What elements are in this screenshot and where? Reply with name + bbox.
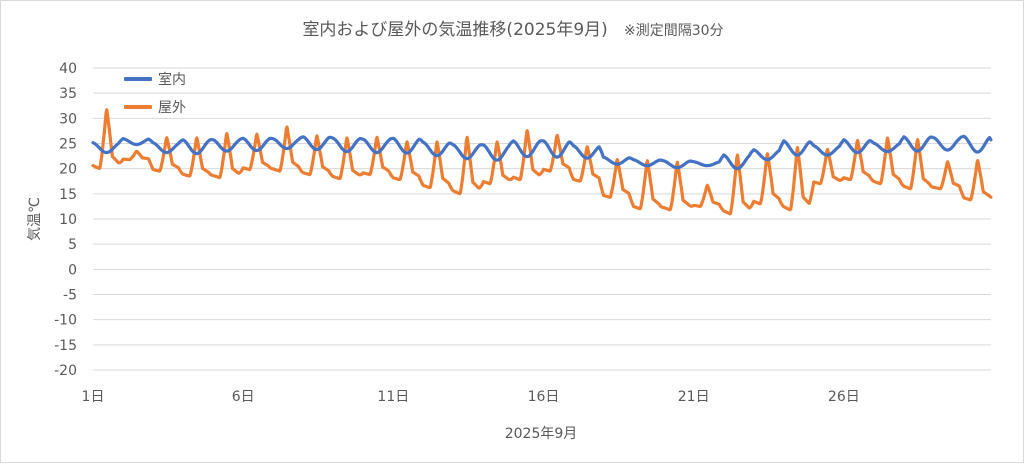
legend: 室内 屋外	[124, 65, 186, 121]
y-tick-label: 25	[59, 137, 77, 153]
chart-note: ※測定間隔30分	[624, 23, 724, 39]
legend-label-indoor: 室内	[158, 72, 186, 88]
y-tick-label: -5	[63, 288, 77, 304]
y-tick-label: -15	[54, 338, 77, 354]
y-tick-label: 35	[59, 86, 77, 102]
chart-title-text: 室内および屋外の気温推移(2025年9月)	[302, 20, 608, 40]
series-line-indoor	[91, 134, 993, 171]
x-tick-labels: 1日 6日 11日 16日 21日 26日	[82, 389, 860, 405]
x-tick-label: 21日	[678, 389, 710, 405]
y-tick-label: 0	[68, 262, 77, 278]
gridlines	[93, 67, 991, 371]
x-axis-label: 2025年9月	[505, 426, 578, 442]
legend-swatch-indoor	[124, 77, 152, 81]
series-lines	[91, 108, 993, 216]
y-tick-label: 40	[59, 61, 77, 77]
y-tick-label: 15	[59, 187, 77, 203]
legend-item-outdoor: 屋外	[124, 93, 186, 121]
legend-label-outdoor: 屋外	[158, 100, 186, 116]
legend-item-indoor: 室内	[124, 65, 186, 93]
x-tick-label: 6日	[232, 389, 255, 405]
y-tick-label: -20	[54, 363, 77, 379]
x-tick-label: 26日	[828, 389, 860, 405]
y-tick-label: 10	[59, 212, 77, 228]
y-tick-label: -10	[54, 313, 77, 329]
y-tick-label: 20	[59, 162, 77, 178]
x-tick-label: 11日	[377, 389, 409, 405]
x-tick-label: 16日	[528, 389, 560, 405]
y-tick-labels: 40 35 30 25 20 15 10 5 0 -5 -10 -15 -20	[54, 61, 77, 379]
chart-title: 室内および屋外の気温推移(2025年9月) ※測定間隔30分	[1, 15, 1024, 40]
y-tick-label: 30	[59, 111, 77, 127]
legend-swatch-outdoor	[124, 105, 152, 109]
series-line-outdoor	[91, 108, 993, 216]
y-axis-label: 気温℃	[27, 197, 43, 241]
x-tick-label: 1日	[82, 389, 105, 405]
y-tick-label: 5	[68, 237, 77, 253]
